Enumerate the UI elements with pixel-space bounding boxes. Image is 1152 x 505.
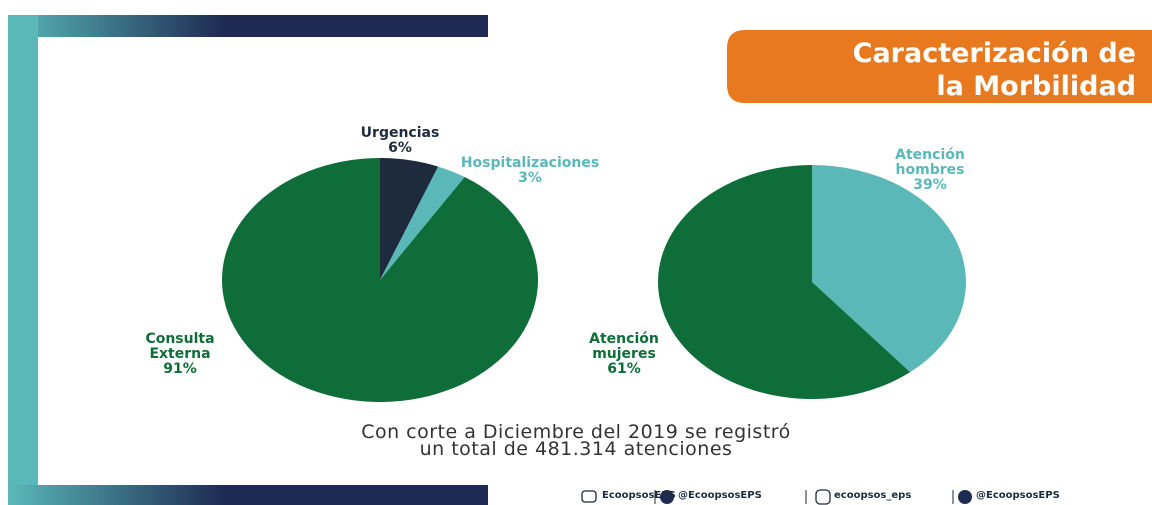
slice-label: Consulta Externa 91%	[140, 332, 220, 377]
caption: Con corte a Diciembre del 2019 se regist…	[361, 421, 791, 443]
footer-icons	[581, 489, 972, 505]
slice-label: Hospitalizaciones 3%	[445, 156, 615, 186]
title-box	[727, 30, 1152, 103]
slice-label: Atención mujeres 61%	[584, 332, 664, 377]
title: Caracterización de	[852, 38, 1136, 69]
slice-value: 61%	[607, 361, 641, 377]
pie-slice	[657, 165, 911, 399]
slice-name: Atención mujeres	[589, 331, 659, 362]
slice-name: Hospitalizaciones	[460, 155, 600, 171]
footer-handle: @EcoopsosEPS	[678, 490, 762, 501]
slice-name: Urgencias	[360, 125, 440, 141]
caption: un total de 481.314 atenciones	[419, 438, 733, 460]
top-bar	[8, 15, 488, 37]
slice-name: Atención hombres	[895, 147, 965, 178]
pie-slice	[380, 158, 439, 280]
pie-slice	[812, 165, 966, 373]
title: la Morbilidad	[936, 71, 1136, 102]
bottom-bar	[8, 485, 488, 505]
slice-value: 3%	[518, 170, 542, 186]
slice-name: Consulta Externa	[145, 331, 215, 362]
slice-label: Atención hombres 39%	[890, 148, 970, 193]
side-bar	[8, 15, 38, 490]
pie-slice	[222, 158, 539, 402]
footer-handle: @EcoopsosEPS	[976, 490, 1060, 501]
slice-label: Urgencias 6%	[340, 126, 460, 156]
slice-value: 39%	[913, 177, 947, 193]
footer-handle: ecoopsos_eps	[834, 490, 912, 501]
pie-slice	[380, 166, 465, 280]
footer-handle: EcoopsosEPS	[602, 490, 676, 501]
slice-value: 91%	[163, 361, 197, 377]
slice-value: 6%	[388, 140, 412, 156]
